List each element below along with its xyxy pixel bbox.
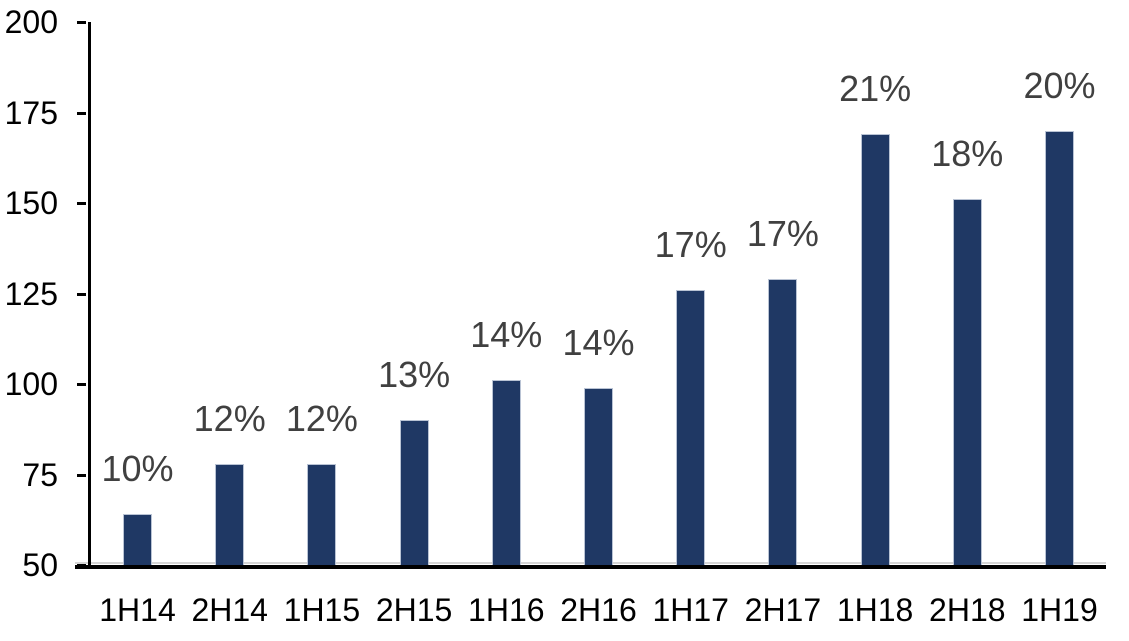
bar-value-label: 21% <box>839 68 912 110</box>
y-axis-tick-label: 50 <box>22 547 58 583</box>
bar-value-label: 14% <box>562 321 635 363</box>
bar-value-label: 18% <box>931 133 1004 175</box>
bar <box>215 463 245 565</box>
x-axis-tick-label: 1H18 <box>836 592 914 628</box>
x-axis-tick-label: 2H15 <box>375 592 453 628</box>
y-axis-tick <box>77 202 86 205</box>
bar-value-label: 20% <box>1023 64 1096 106</box>
bar <box>123 514 152 565</box>
bar <box>307 463 337 565</box>
bar-value-label: 17% <box>746 213 819 255</box>
bar-value-label: 14% <box>470 314 543 356</box>
x-axis-tick-label: 2H14 <box>191 592 268 628</box>
bar <box>676 289 706 565</box>
bar <box>768 279 798 565</box>
x-axis-tick-label: 2H17 <box>744 592 822 628</box>
x-axis-tick-label: 1H19 <box>1021 592 1098 628</box>
bar-value-label: 12% <box>285 397 358 439</box>
y-axis-line <box>88 22 91 569</box>
y-axis-tick-label: 175 <box>4 94 58 131</box>
bar-value-label: 13% <box>378 354 451 396</box>
bar <box>491 380 521 565</box>
x-axis-line <box>75 565 1106 569</box>
y-axis-tick <box>77 473 86 477</box>
bar <box>952 199 982 565</box>
x-axis-tick-label: 2H18 <box>929 592 1006 628</box>
bar-value-label: 12% <box>193 397 266 439</box>
bar <box>584 387 613 565</box>
y-axis-tick <box>77 292 86 296</box>
y-axis-tick-label: 75 <box>22 456 58 493</box>
y-axis-tick-label: 100 <box>4 366 58 402</box>
x-axis-tick-label: 1H14 <box>99 592 176 628</box>
y-axis-tick-label: 125 <box>4 275 58 312</box>
bar <box>399 420 429 565</box>
x-axis-tick-label: 1H16 <box>468 592 545 628</box>
y-axis-tick <box>77 111 86 115</box>
y-axis-tick-label: 150 <box>4 185 58 221</box>
y-axis-tick <box>77 383 86 386</box>
bar <box>1045 130 1074 565</box>
bar <box>860 134 890 565</box>
y-axis-tick <box>77 21 86 24</box>
y-axis-tick-label: 200 <box>4 4 58 40</box>
x-axis-tick-label: 1H17 <box>652 592 729 628</box>
x-axis-tick-label: 1H15 <box>283 592 361 628</box>
bar-value-label: 10% <box>101 448 174 490</box>
bar-value-label: 17% <box>654 223 727 265</box>
x-axis-tick-label: 2H16 <box>560 592 637 628</box>
